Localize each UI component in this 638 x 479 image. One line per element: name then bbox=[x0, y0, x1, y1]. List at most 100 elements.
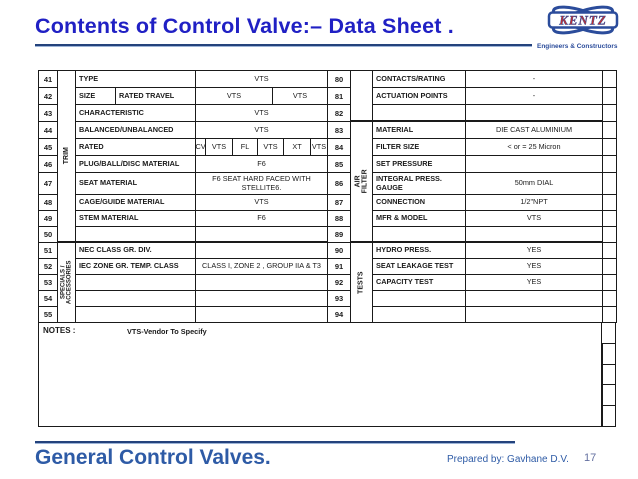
edge-cell bbox=[603, 259, 617, 275]
field-value: CLASS I, ZONE 2 , GROUP IIA & T3 bbox=[196, 259, 328, 275]
field-value bbox=[196, 275, 328, 291]
edge-cell bbox=[603, 105, 617, 122]
edge-cell bbox=[602, 343, 616, 365]
field-value: XT bbox=[284, 139, 311, 156]
footer-title: General Control Valves. bbox=[35, 446, 271, 469]
edge-cell bbox=[602, 406, 616, 427]
field-value: VTS bbox=[196, 195, 328, 211]
edge-cell bbox=[603, 275, 617, 291]
field-label bbox=[76, 227, 196, 243]
field-label: MFR & MODEL bbox=[373, 211, 466, 227]
field-label: SET PRESSURE bbox=[373, 156, 466, 173]
field-value bbox=[466, 156, 603, 173]
row-number-right: 93 bbox=[328, 291, 351, 307]
notes-label: NOTES : bbox=[43, 326, 76, 335]
field-value: VTS bbox=[206, 139, 233, 156]
field-value: F6 SEAT HARD FACED WITH STELLITE6. bbox=[196, 173, 328, 195]
field-value: F6 bbox=[196, 156, 328, 173]
field-value: YES bbox=[466, 243, 603, 259]
field-label: ACTUATION POINTS bbox=[373, 88, 466, 105]
field-value: DIE CAST ALUMINIUM bbox=[466, 122, 603, 139]
footer-rule bbox=[35, 441, 515, 444]
field-label bbox=[76, 291, 196, 307]
row-number-left: 52 bbox=[39, 259, 58, 275]
notes-text: VTS-Vendor To Specify bbox=[127, 327, 207, 336]
section-label-specials-accessories: SPECIALS / ACCESSORIES bbox=[58, 243, 76, 323]
field-value bbox=[466, 307, 603, 323]
edge-cell bbox=[603, 173, 617, 195]
field-value bbox=[466, 105, 603, 122]
field-label: CAPACITY TEST bbox=[373, 275, 466, 291]
edge-cell bbox=[603, 88, 617, 105]
section-label-air-filter: AIR FILTER bbox=[351, 122, 373, 243]
field-label bbox=[373, 227, 466, 243]
field-value: VTS bbox=[196, 105, 328, 122]
edge-cell bbox=[603, 122, 617, 139]
edge-cell bbox=[603, 243, 617, 259]
section-label-air-filter-text: AIR FILTER bbox=[354, 169, 369, 194]
field-label: NEC CLASS GR. DIV. bbox=[76, 243, 196, 259]
field-label bbox=[76, 307, 196, 323]
edge-cell bbox=[603, 227, 617, 243]
section-label-trim: TRIM bbox=[58, 71, 76, 243]
field-label bbox=[373, 105, 466, 122]
field-value bbox=[466, 227, 603, 243]
field-value: - bbox=[466, 71, 603, 88]
row-number-left: 42 bbox=[39, 88, 58, 105]
field-label: IEC ZONE GR. TEMP. CLASS bbox=[76, 259, 196, 275]
field-value: 50mm DIAL bbox=[466, 173, 603, 195]
row-number-left: 43 bbox=[39, 105, 58, 122]
field-value bbox=[196, 307, 328, 323]
edge-cell bbox=[603, 71, 617, 88]
section-label-tests: TESTS bbox=[351, 243, 373, 323]
row-number-right: 91 bbox=[328, 259, 351, 275]
edge-cell bbox=[603, 291, 617, 307]
field-label: FILTER SIZE bbox=[373, 139, 466, 156]
field-label: MATERIAL bbox=[373, 122, 466, 139]
edge-cell bbox=[602, 364, 616, 386]
field-label: SEAT MATERIAL bbox=[76, 173, 196, 195]
row-number-left: 55 bbox=[39, 307, 58, 323]
field-label: CONTACTS/RATING bbox=[373, 71, 466, 88]
field-value bbox=[196, 291, 328, 307]
field-value: VTS bbox=[196, 71, 328, 88]
row-number-left: 49 bbox=[39, 211, 58, 227]
field-label: SIZE bbox=[76, 88, 116, 105]
field-value bbox=[196, 243, 328, 259]
header-underline bbox=[35, 44, 532, 47]
field-value: F6 bbox=[196, 211, 328, 227]
row-number-left: 41 bbox=[39, 71, 58, 88]
field-value: VTS bbox=[311, 139, 328, 156]
field-value: FL bbox=[233, 139, 258, 156]
field-label: RATED TRAVEL bbox=[116, 88, 196, 105]
row-number-left: 48 bbox=[39, 195, 58, 211]
row-number-right: 84 bbox=[328, 139, 351, 156]
field-label: INTEGRAL PRESS. GAUGE bbox=[373, 173, 466, 195]
page-number: 17 bbox=[584, 452, 597, 464]
field-label: SEAT LEAKAGE TEST bbox=[373, 259, 466, 275]
field-label: HYDRO PRESS. bbox=[373, 243, 466, 259]
field-label bbox=[373, 307, 466, 323]
field-label: PLUG/BALL/DISC MATERIAL bbox=[76, 156, 196, 173]
field-value: CV bbox=[196, 139, 206, 156]
section-label-blank bbox=[351, 71, 373, 122]
field-label: CHARACTERISTIC bbox=[76, 105, 196, 122]
row-number-right: 82 bbox=[328, 105, 351, 122]
row-number-right: 81 bbox=[328, 88, 351, 105]
field-label bbox=[373, 291, 466, 307]
field-label: CAGE/GUIDE MATERIAL bbox=[76, 195, 196, 211]
notes-box: NOTES : VTS-Vendor To Specify bbox=[38, 322, 602, 427]
edge-cell bbox=[603, 139, 617, 156]
row-number-right: 88 bbox=[328, 211, 351, 227]
field-label: CONNECTION bbox=[373, 195, 466, 211]
edge-cell bbox=[603, 307, 617, 323]
section-label-trim-text: TRIM bbox=[62, 147, 70, 165]
row-number-left: 47 bbox=[39, 173, 58, 195]
page-title: Contents of Control Valve:– Data Sheet . bbox=[35, 14, 454, 38]
row-number-left: 44 bbox=[39, 122, 58, 139]
logo-tagline: Engineers & Constructors bbox=[537, 43, 618, 50]
section-label-tests-text: TESTS bbox=[357, 271, 365, 294]
field-label bbox=[76, 275, 196, 291]
row-number-right: 86 bbox=[328, 173, 351, 195]
field-value: VTS bbox=[258, 139, 284, 156]
